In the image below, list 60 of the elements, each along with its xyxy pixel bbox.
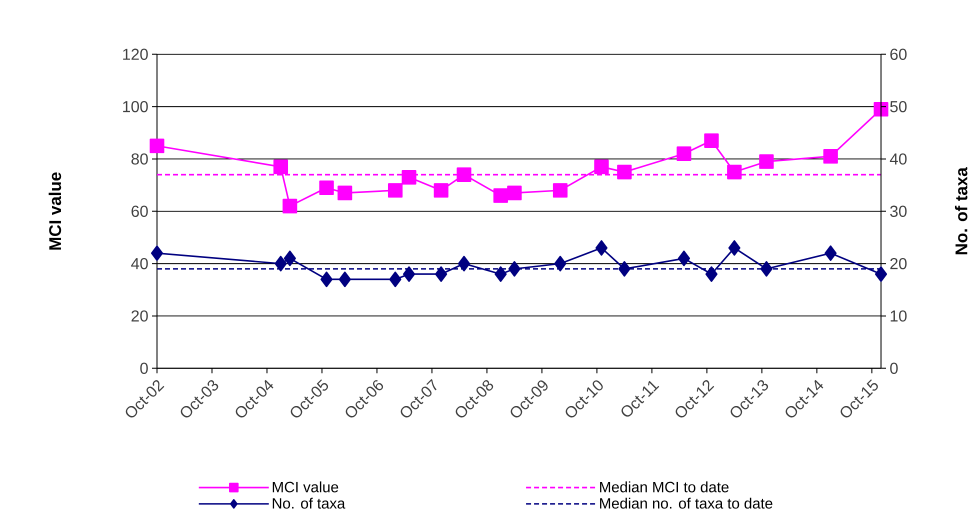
point: [874, 266, 888, 282]
point: [617, 164, 632, 180]
point: [727, 164, 742, 180]
y-axis-title: MCI value: [48, 172, 62, 250]
point: [824, 245, 837, 261]
point: [338, 272, 351, 288]
y-tick-label: 60: [132, 206, 148, 217]
point: [594, 160, 609, 174]
point: [554, 256, 566, 272]
y2-tick-label: 50: [890, 101, 907, 112]
y-tick-label: 80: [131, 153, 148, 165]
y2-axis-title: No. of taxa: [954, 167, 968, 254]
point: [494, 266, 507, 282]
point: [434, 183, 448, 198]
point: [435, 266, 448, 282]
point: [150, 138, 164, 154]
legend-label: Median MCI to date: [600, 481, 729, 492]
point: [273, 160, 288, 174]
y2-tick-label: 40: [890, 153, 907, 165]
y2-tick-label: 30: [890, 206, 907, 217]
point: [389, 272, 402, 288]
point: [704, 133, 719, 148]
point: [618, 261, 630, 277]
y2-tick-label: 20: [890, 258, 907, 270]
point: [760, 261, 773, 277]
y2-tick-label: 10: [890, 310, 907, 322]
point: [284, 250, 296, 266]
y2-tick-label: 60: [890, 48, 907, 60]
point: [458, 256, 470, 272]
y-tick-label: 40: [131, 258, 148, 270]
point: [320, 272, 333, 288]
y-tick-label: 20: [132, 310, 148, 322]
y-tick-label: 0: [140, 362, 148, 374]
point: [823, 149, 838, 164]
legend-label: MCI value: [272, 481, 338, 492]
point: [150, 245, 164, 261]
legend-label: Median no. of taxa to date: [600, 498, 772, 509]
point: [282, 198, 298, 214]
point: [507, 186, 522, 200]
point: [274, 256, 287, 272]
point: [402, 170, 416, 185]
point: [338, 186, 352, 200]
point: [678, 250, 690, 266]
point: [319, 180, 334, 196]
point: [874, 102, 888, 117]
point: [705, 266, 718, 282]
y2-tick-label: 0: [890, 362, 898, 374]
point: [728, 240, 740, 256]
legend-label: No. of taxa: [272, 498, 346, 509]
point: [493, 188, 508, 203]
point: [456, 167, 472, 182]
point: [388, 183, 403, 198]
y-tick-label: 100: [123, 100, 148, 112]
point: [595, 240, 608, 256]
point: [508, 261, 520, 277]
point: [759, 154, 774, 169]
point: [402, 266, 416, 282]
point: [676, 146, 692, 162]
point: [552, 183, 568, 198]
y-tick-label: 120: [123, 48, 148, 60]
